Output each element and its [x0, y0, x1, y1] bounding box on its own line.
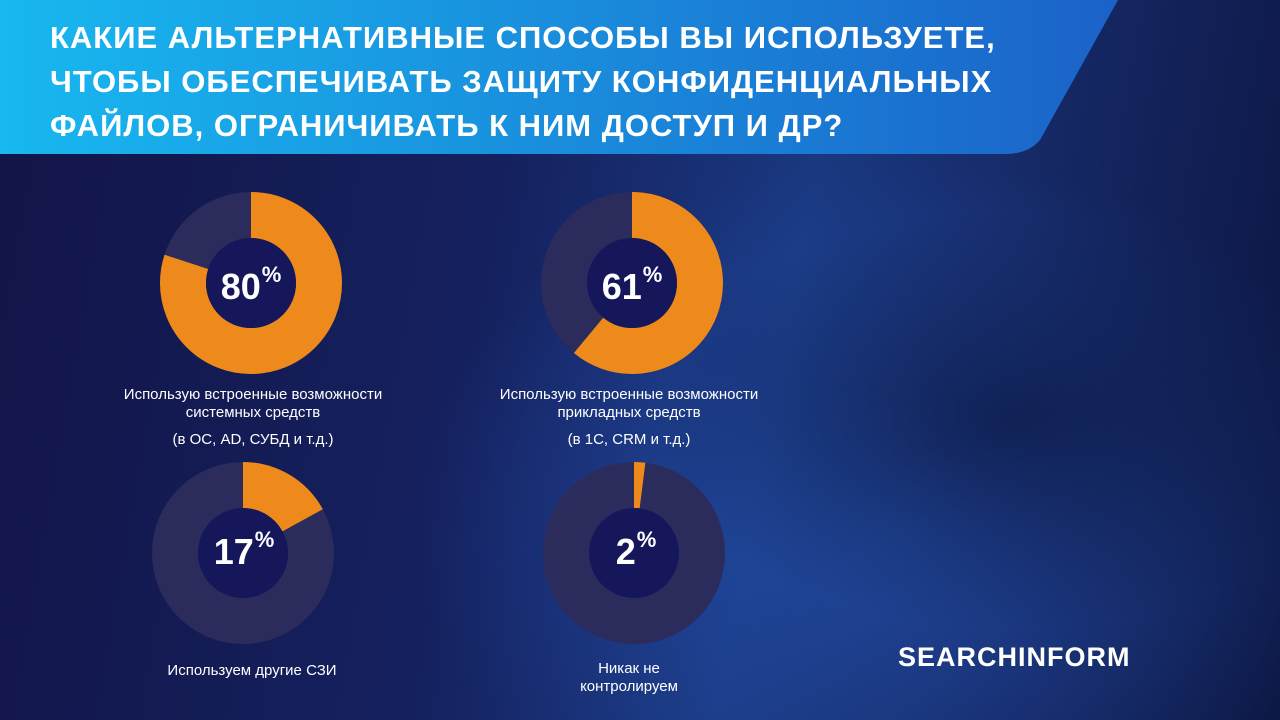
- donut-chart-other-tools: [152, 462, 334, 644]
- donut-value-app-tools: 61%: [601, 262, 663, 307]
- donut-slice: [160, 192, 342, 374]
- donut-slice: [543, 462, 725, 644]
- page-title: Какие альтернативные способы вы использу…: [50, 20, 996, 143]
- label-no-control: Никак не контролируем: [580, 660, 678, 695]
- donut-hole: [589, 508, 679, 598]
- donut-hole: [587, 238, 677, 328]
- label-app-tools: Использую встроенные возможности приклад…: [499, 386, 759, 448]
- donut-hole: [206, 238, 296, 328]
- donut-chart-app-tools: [541, 192, 723, 374]
- label-system-tools: Использую встроенные возможности системн…: [123, 386, 383, 448]
- donut-chart-no-control: [543, 462, 725, 644]
- donut-value-other-tools: 17%: [213, 527, 275, 572]
- donut-slice: [152, 462, 334, 644]
- title-banner: [0, 0, 1118, 154]
- donut-slice: [541, 192, 723, 374]
- donut-chart-system-tools: [160, 192, 342, 374]
- label-other-tools: Используем другие СЗИ: [167, 662, 337, 679]
- donut-hole: [198, 508, 288, 598]
- searchinform-logo: SEARCHINFORM: [898, 642, 1131, 672]
- donut-value-system-tools: 80%: [220, 262, 282, 307]
- donut-value-no-control: 2%: [615, 527, 657, 572]
